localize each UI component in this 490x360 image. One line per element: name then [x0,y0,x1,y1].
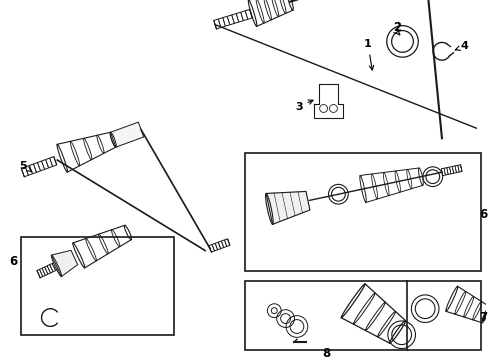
Text: 7: 7 [479,311,488,324]
Text: 6: 6 [479,208,488,221]
Polygon shape [209,239,230,252]
Polygon shape [21,157,57,177]
Text: 8: 8 [322,347,331,360]
Bar [245,281,481,350]
Polygon shape [51,250,78,276]
Bar [245,153,481,271]
Text: 4: 4 [455,41,468,51]
Text: 3: 3 [295,100,313,112]
Text: 5: 5 [19,161,32,172]
Polygon shape [441,165,462,176]
Text: 2: 2 [393,21,402,34]
Bar [21,237,173,335]
Text: 1: 1 [364,39,374,70]
Polygon shape [266,192,310,224]
Polygon shape [314,84,343,118]
Polygon shape [214,9,252,29]
Polygon shape [37,262,58,278]
Text: 6: 6 [9,255,17,268]
Polygon shape [111,122,144,147]
